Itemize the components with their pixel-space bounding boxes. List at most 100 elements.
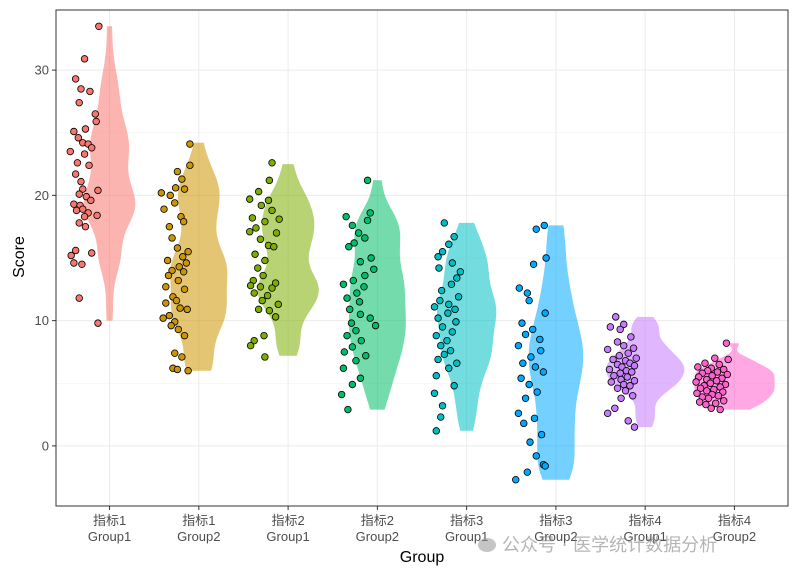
data-point: [265, 176, 274, 185]
data-point: [348, 343, 357, 351]
data-point: [264, 196, 273, 205]
violin-5: [437, 222, 497, 431]
data-point: [175, 263, 183, 271]
data-point: [162, 299, 170, 307]
x-tick-label-line2: Group1: [623, 529, 666, 544]
data-point: [514, 341, 523, 350]
panel-border: [55, 9, 789, 507]
data-point: [713, 368, 722, 376]
data-point: [94, 186, 102, 195]
data-point: [357, 336, 365, 345]
data-point: [78, 260, 86, 268]
data-point: [258, 296, 266, 305]
data-point: [254, 264, 262, 272]
data-point: [254, 187, 263, 196]
data-point: [186, 161, 194, 170]
y-tick-label: 20: [35, 188, 49, 203]
data-point: [611, 404, 619, 413]
data-point: [512, 475, 520, 484]
data-point: [268, 206, 276, 215]
data-point: [715, 360, 723, 369]
data-point: [263, 291, 272, 300]
data-point: [708, 372, 716, 380]
violin-1: [83, 26, 136, 321]
data-point: [342, 212, 350, 221]
data-point: [624, 349, 632, 357]
data-point: [525, 380, 533, 389]
data-point: [629, 344, 638, 352]
data-point: [81, 125, 90, 133]
data-point: [711, 399, 720, 407]
data-point: [87, 196, 95, 205]
data-point: [518, 319, 526, 327]
data-point: [362, 351, 370, 360]
data-point: [528, 325, 537, 334]
x-tick-label-line1: 指标3: [539, 513, 572, 528]
data-point: [437, 286, 446, 295]
data-point: [345, 305, 354, 314]
data-point: [523, 468, 532, 476]
data-point: [620, 380, 628, 389]
data-point: [352, 326, 360, 335]
data-point: [256, 283, 265, 291]
data-point: [720, 397, 728, 405]
data-point: [366, 209, 374, 217]
data-point: [67, 251, 75, 260]
data-point: [86, 87, 94, 96]
data-point: [178, 353, 186, 361]
data-point: [430, 389, 439, 397]
data-point: [337, 390, 346, 399]
data-point: [173, 244, 182, 252]
data-point: [71, 75, 80, 83]
data-point: [261, 217, 269, 226]
data-point: [165, 222, 174, 231]
data-point: [79, 185, 87, 193]
data-point: [172, 296, 181, 305]
data-point: [623, 373, 632, 381]
data-point: [612, 313, 620, 321]
data-point: [448, 328, 457, 336]
data-point: [160, 205, 168, 213]
data-point: [356, 374, 365, 382]
data-point: [617, 394, 625, 402]
data-point: [446, 346, 455, 355]
data-point: [445, 240, 453, 248]
data-point: [171, 199, 179, 207]
data-point: [186, 140, 194, 148]
data-point: [165, 311, 174, 320]
data-point: [695, 398, 704, 406]
x-tick-label-line1: 指标2: [271, 513, 304, 528]
data-point: [180, 285, 189, 294]
data-point: [711, 354, 719, 362]
data-point: [271, 313, 280, 321]
data-point: [176, 304, 184, 312]
data-point: [157, 189, 166, 197]
data-point: [607, 378, 615, 386]
data-point: [261, 256, 269, 265]
data-point: [252, 224, 260, 232]
data-point: [620, 320, 628, 329]
watermark: 公众号 · 医学统计数据分析: [478, 531, 717, 557]
data-point: [541, 462, 549, 470]
data-point: [347, 319, 356, 327]
data-point: [248, 214, 257, 222]
data-point: [95, 22, 103, 30]
data-point: [272, 229, 281, 237]
data-point: [70, 200, 78, 208]
data-point: [620, 341, 628, 350]
data-point: [616, 369, 624, 377]
data-point: [345, 243, 353, 251]
x-tick-label-line1: 指标1: [182, 513, 215, 528]
data-point: [168, 266, 176, 275]
y-tick-label: 30: [35, 63, 49, 78]
data-point: [704, 394, 713, 402]
data-point: [173, 167, 182, 176]
data-point: [349, 276, 357, 285]
y-tick-label: 0: [42, 438, 49, 453]
data-point: [71, 246, 80, 255]
data-point: [178, 175, 186, 183]
data-point: [706, 379, 715, 387]
data-point: [75, 219, 83, 227]
data-point: [348, 380, 357, 389]
data-point: [173, 365, 182, 374]
